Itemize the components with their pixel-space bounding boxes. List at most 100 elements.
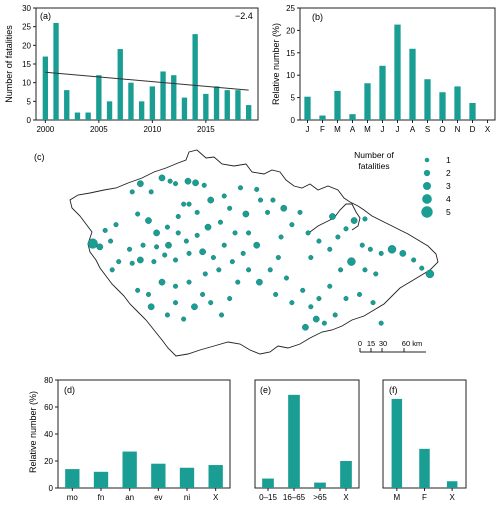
bar-a-2001 — [53, 22, 59, 120]
ytick-label-a-0: 0 — [27, 116, 32, 125]
fatality-point-108 — [378, 320, 384, 326]
xtick-label-b-11: D — [470, 125, 476, 134]
fatality-point-82 — [316, 238, 322, 244]
fatality-point-61 — [145, 291, 151, 297]
legend-label-1: 1 — [446, 155, 451, 165]
xtick-label-b-0: J — [306, 125, 310, 134]
scale-label-15: 15 — [367, 339, 375, 348]
fatality-point-71 — [227, 296, 233, 302]
fatality-point-104 — [332, 312, 338, 318]
panel-a-label: (a) — [40, 11, 51, 21]
fatality-point-17 — [145, 217, 152, 224]
fatality-point-53 — [253, 241, 261, 249]
bar-e-2 — [314, 482, 326, 488]
ytick-label-a-6: 30 — [22, 4, 31, 13]
fatality-point-47 — [186, 250, 192, 256]
panel-c: (c) Number of fatalities 1 2 3 4 5 0 15 30 6… — [34, 149, 451, 357]
fatality-point-18 — [153, 229, 160, 237]
fatality-point-64 — [164, 312, 170, 318]
ytick-label-d-3: 60 — [44, 403, 53, 412]
fatality-point-65 — [173, 300, 179, 306]
panel-b-ylabel: Relative number (%) — [271, 23, 281, 105]
legend-circle-2 — [423, 169, 431, 177]
xtick-label-d-3: ev — [154, 493, 162, 502]
bar-a-2000 — [42, 56, 49, 120]
fatality-point-87 — [359, 242, 365, 248]
bar-b-1 — [319, 115, 326, 120]
fatality-point-113 — [362, 216, 368, 222]
fatality-point-30 — [242, 210, 250, 218]
bar-a-2016 — [213, 86, 220, 120]
bar-d-1 — [93, 471, 109, 488]
fatality-point-43 — [137, 256, 144, 264]
bar-a-2018 — [235, 90, 241, 120]
fatality-point-36 — [175, 230, 181, 236]
fatality-point-12 — [184, 177, 192, 185]
fatality-point-16 — [135, 211, 141, 217]
bar-a-2017 — [224, 90, 230, 120]
fatality-point-58 — [186, 279, 192, 285]
fatality-point-50 — [221, 242, 227, 248]
fatality-point-40 — [127, 246, 133, 252]
bar-a-2010 — [149, 86, 156, 120]
fatality-point-75 — [267, 267, 273, 273]
fatality-point-110 — [289, 300, 295, 306]
fatality-point-83 — [327, 246, 333, 252]
ytick-label-d-1: 20 — [44, 457, 53, 466]
bar-d-0 — [65, 469, 80, 488]
fatality-point-11 — [173, 181, 179, 187]
fatality-point-57 — [202, 271, 208, 277]
panel-d-frame — [57, 379, 231, 489]
fatality-point-35 — [183, 238, 189, 244]
fatality-point-66 — [181, 316, 187, 322]
panel-a: (a) −2.4 Number of fatalities 2000 2005 20… — [4, 4, 259, 134]
panel-e: (e) 0–15 16–65 >65 X — [254, 379, 360, 502]
fatality-point-96 — [362, 267, 368, 273]
fatality-point-85 — [350, 217, 358, 224]
fatality-point-102 — [312, 315, 320, 323]
bar-a-2006 — [106, 101, 113, 120]
scale-label-0: 0 — [358, 339, 362, 348]
fatality-point-103 — [321, 320, 327, 326]
fatality-point-7 — [137, 180, 144, 187]
xtick-label-d-0: mo — [67, 493, 79, 502]
panel-e-label: (e) — [260, 385, 271, 395]
ytick-label-a-4: 20 — [22, 41, 31, 50]
fatality-point-51 — [232, 230, 238, 236]
fatality-point-10 — [167, 178, 173, 184]
panel-d: (d) Relative number (%) mo fn an ev ni X 0 20 40… — [28, 376, 231, 502]
bar-b-4 — [364, 83, 371, 120]
fatality-point-22 — [194, 209, 200, 215]
fatality-point-101 — [308, 304, 314, 310]
bar-b-9 — [439, 92, 446, 120]
legend-circle-5 — [421, 206, 433, 218]
legend-circle-1 — [424, 157, 430, 163]
xtick-label-a-1: 2005 — [90, 125, 108, 134]
fatality-point-112 — [329, 213, 336, 220]
legend-label-2: 2 — [446, 168, 451, 178]
fatality-point-25 — [237, 185, 243, 191]
xtick-label-a-2: 2010 — [143, 125, 161, 134]
panel-b: (b) Relative number (%) J F M A M J J A S O N D X051… — [271, 4, 496, 134]
fatality-point-34 — [194, 232, 200, 238]
bar-b-8 — [424, 79, 431, 120]
bar-b-2 — [334, 90, 341, 120]
bar-a-2008 — [128, 82, 134, 120]
xtick-label-b-4: M — [364, 125, 371, 134]
fatality-point-28 — [270, 197, 276, 203]
xtick-label-a-0: 2000 — [36, 125, 54, 134]
fatality-point-77 — [278, 234, 284, 240]
fatality-point-38 — [154, 244, 160, 250]
legend-label-3: 3 — [446, 181, 451, 191]
fatality-point-13 — [192, 179, 199, 187]
fatality-point-90 — [387, 245, 397, 254]
bar-a-2015 — [203, 93, 209, 120]
ytick-label-b-5: 25 — [286, 4, 295, 13]
panel-f-label: (f) — [389, 385, 398, 395]
fatality-point-116 — [308, 255, 314, 261]
fatality-point-100 — [316, 296, 322, 302]
ytick-label-a-3: 15 — [22, 60, 31, 69]
fatality-point-86 — [335, 234, 341, 240]
fatality-point-31 — [227, 205, 233, 211]
